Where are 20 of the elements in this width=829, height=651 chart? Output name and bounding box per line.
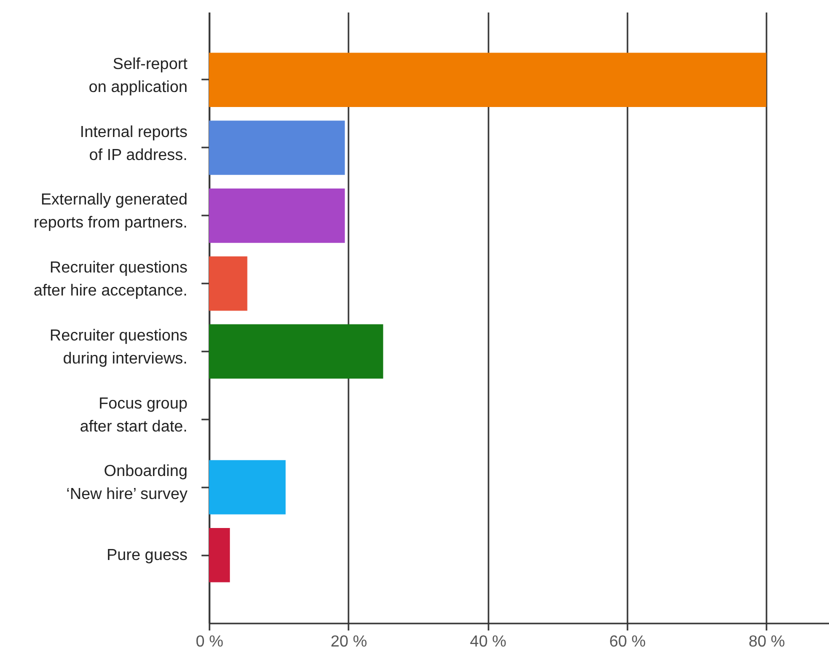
y-tick-label: Focus group after start date. [80,395,188,436]
x-tick-label: 40 % [470,634,506,650]
x-tick-label: 80 % [748,634,786,650]
y-tick-label: Recruiter questions during interviews. [50,327,188,368]
y-tick-label: Internal reports of IP address. [80,124,188,164]
y-tick-label: Onboarding ‘New hire’ survey [66,463,188,504]
bar [209,256,248,311]
bar [209,120,345,175]
x-tick-label: 0 % [196,634,224,650]
y-tick-label: Self-report on application [88,56,188,96]
bar [209,528,230,582]
y-tick-label: Pure guess [106,547,188,564]
bar [209,324,384,379]
bar [209,52,766,108]
bar [209,460,286,514]
y-tick-label: Externally generated reports from partners. [34,192,188,232]
y-tick-label: Recruiter questions after hire acceptance. [34,260,188,300]
x-tick-label: 20 % [330,634,368,650]
bar [209,188,345,243]
x-tick-label: 60 % [609,634,646,650]
